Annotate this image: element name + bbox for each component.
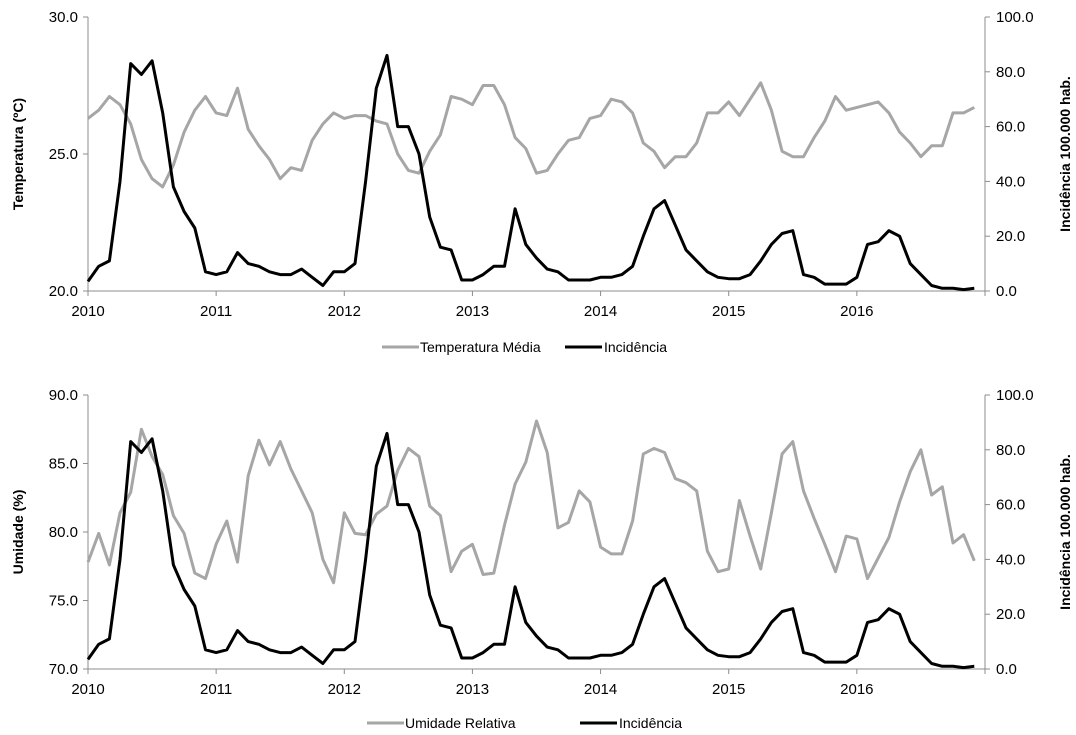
left-axis-tick-label: 30.0 xyxy=(49,9,78,26)
humidity-series-line xyxy=(86,419,976,585)
x-axis-tick-label: 2010 xyxy=(71,303,104,320)
x-axis-tick-label: 2013 xyxy=(456,303,489,320)
incidence-series-line xyxy=(86,431,975,670)
right-axis-title: Incidência 100.000 hab. xyxy=(1057,76,1073,232)
left-axis-tick-label: 85.0 xyxy=(49,456,78,473)
left-axis-tick-label: 80.0 xyxy=(49,524,78,541)
x-axis-tick-label: 2014 xyxy=(584,303,617,320)
x-axis-tick-label: 2012 xyxy=(328,303,361,320)
legend-label: Incidência xyxy=(619,715,682,731)
legend-label: Temperatura Média xyxy=(420,339,541,355)
right-axis-tick-label: 80.0 xyxy=(996,442,1025,459)
x-axis-tick-label: 2015 xyxy=(712,303,745,320)
right-axis-tick-label: 20.0 xyxy=(996,606,1025,623)
x-axis-tick-label: 2016 xyxy=(840,303,873,320)
x-axis-tick-label: 2016 xyxy=(840,681,873,698)
right-axis-tick-label: 40.0 xyxy=(996,551,1025,568)
right-axis-tick-label: 80.0 xyxy=(996,64,1025,81)
x-axis-tick-label: 2015 xyxy=(712,681,745,698)
right-axis-title: Incidência 100.000 hab. xyxy=(1057,454,1073,610)
x-axis-tick-label: 2012 xyxy=(328,681,361,698)
humidity-incidence-panel: 70.0 75.0 80.0 85.0 90.0 0.0 20.0 40.0 60.0 80.0 1… xyxy=(10,387,1073,731)
left-axis-tick-label: 70.0 xyxy=(49,661,78,678)
x-axis-tick-label: 2011 xyxy=(200,681,232,698)
x-axis-tick-label: 2010 xyxy=(71,681,104,698)
left-axis-title: Umidade (%) xyxy=(10,490,26,575)
right-axis-tick-label: 60.0 xyxy=(996,497,1025,514)
legend-label: Incidência xyxy=(604,339,667,355)
x-axis-tick-label: 2011 xyxy=(200,303,232,320)
right-axis-tick-label: 40.0 xyxy=(996,173,1025,190)
right-axis-tick-label: 100.0 xyxy=(996,9,1034,26)
temperature-incidence-panel: 20.0 25.0 30.0 0.0 20.0 40.0 60.0 80.0 100.0 2010… xyxy=(10,9,1073,355)
temperature-series-line xyxy=(87,81,975,189)
right-axis-tick-label: 60.0 xyxy=(996,119,1025,136)
left-axis-title: Temperatura (ºC) xyxy=(10,98,26,210)
left-axis-tick-label: 90.0 xyxy=(49,387,78,404)
right-axis-tick-label: 100.0 xyxy=(996,387,1034,404)
left-axis-tick-label: 20.0 xyxy=(49,283,78,300)
x-axis-tick-label: 2013 xyxy=(456,681,489,698)
left-axis-tick-label: 25.0 xyxy=(49,146,78,163)
right-axis-tick-label: 0.0 xyxy=(996,661,1017,678)
right-axis-tick-label: 0.0 xyxy=(996,283,1017,300)
left-axis-tick-label: 75.0 xyxy=(49,593,78,610)
right-axis-tick-label: 20.0 xyxy=(996,228,1025,245)
legend-label: Umidade Relativa xyxy=(405,715,516,731)
incidence-series-line xyxy=(86,53,975,292)
x-axis-tick-label: 2014 xyxy=(584,681,617,698)
